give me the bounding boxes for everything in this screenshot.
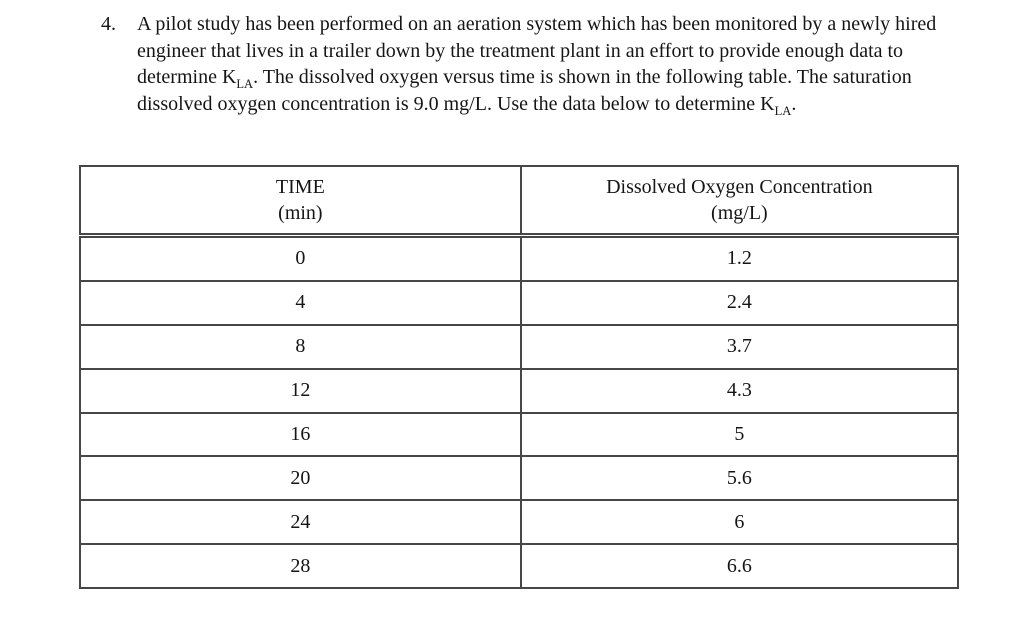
header-row: TIME (min) Dissolved Oxygen Concentratio… bbox=[79, 165, 960, 238]
time-cell: 12 bbox=[79, 367, 522, 414]
table-row: 12 4.3 bbox=[79, 367, 960, 414]
table-row: 16 5 bbox=[79, 411, 960, 458]
do-cell: 1.2 bbox=[519, 234, 960, 282]
time-cell: 20 bbox=[79, 455, 522, 502]
table-row: 24 6 bbox=[79, 499, 960, 546]
kla-subscript: LA bbox=[774, 103, 792, 118]
do-cell: 6 bbox=[519, 499, 960, 546]
time-cell: 24 bbox=[79, 499, 522, 546]
problem-statement: 4. A pilot study has been performed on a… bbox=[101, 11, 943, 117]
problem-text: A pilot study has been performed on an a… bbox=[137, 11, 943, 117]
do-cell: 2.4 bbox=[519, 279, 960, 326]
table-row: 28 6.6 bbox=[79, 543, 960, 590]
col-header-do: Dissolved Oxygen Concentration (mg/L) bbox=[519, 165, 960, 238]
do-cell: 6.6 bbox=[519, 543, 960, 590]
time-cell: 8 bbox=[79, 323, 522, 370]
data-table: TIME (min) Dissolved Oxygen Concentratio… bbox=[79, 165, 960, 590]
do-cell: 4.3 bbox=[519, 367, 960, 414]
col-header-time: TIME (min) bbox=[79, 165, 522, 238]
table-row: 0 1.2 bbox=[79, 234, 960, 282]
do-cell: 3.7 bbox=[519, 323, 960, 370]
col-header-time-unit: (min) bbox=[278, 202, 323, 224]
table-row: 4 2.4 bbox=[79, 279, 960, 326]
table-row: 20 5.6 bbox=[79, 455, 960, 502]
table-row: 8 3.7 bbox=[79, 323, 960, 370]
problem-text-segment: . The dissolved oxygen versus time is sh… bbox=[137, 66, 912, 115]
col-header-do-unit: (mg/L) bbox=[711, 202, 768, 224]
problem-text-segment: . bbox=[791, 92, 797, 115]
do-cell: 5 bbox=[519, 411, 960, 458]
time-cell: 16 bbox=[79, 411, 522, 458]
time-cell: 4 bbox=[79, 279, 522, 326]
col-header-do-title: Dissolved Oxygen Concentration bbox=[606, 176, 873, 198]
kla-subscript: LA bbox=[236, 77, 254, 91]
time-cell: 0 bbox=[79, 234, 522, 282]
time-cell: 28 bbox=[79, 543, 522, 590]
problem-number: 4. bbox=[101, 13, 116, 35]
do-cell: 5.6 bbox=[519, 455, 960, 502]
col-header-time-title: TIME bbox=[275, 176, 325, 198]
problem-text-segment: A pilot study has been performed on an a… bbox=[137, 13, 937, 88]
